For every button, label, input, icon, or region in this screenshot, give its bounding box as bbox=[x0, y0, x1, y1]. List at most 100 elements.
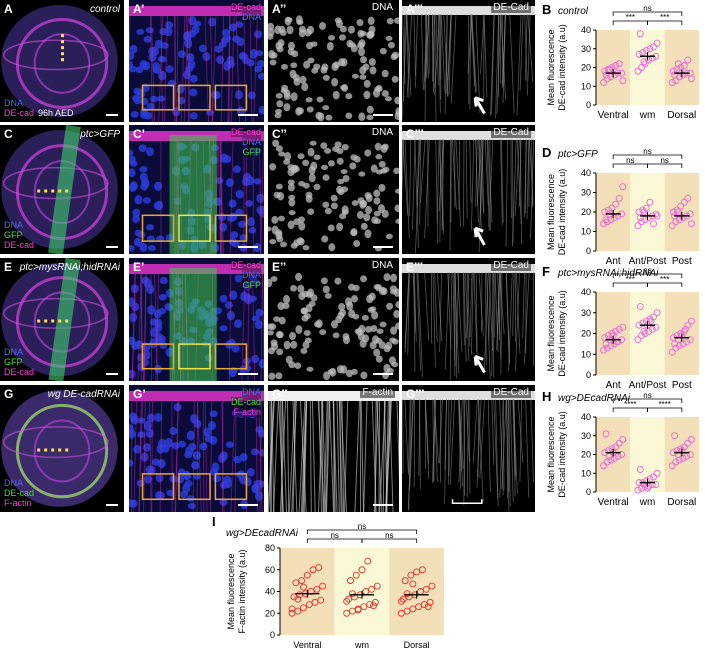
y-tick-label: 40 bbox=[581, 25, 591, 35]
panel-dna-1: C’’DNA bbox=[268, 125, 399, 254]
channel-label: DE-Cad bbox=[491, 127, 531, 138]
panel-label: E’’ bbox=[272, 260, 286, 274]
y-tick-label: 20 bbox=[581, 207, 591, 217]
channel-label: DE-cad bbox=[4, 367, 34, 377]
channel-label: F-actin bbox=[360, 387, 395, 398]
significance-label: ns bbox=[385, 531, 393, 540]
y-tick-label: 20 bbox=[265, 608, 275, 618]
micrograph-cad bbox=[402, 125, 535, 254]
panel-cad-1: C’’’ DE-Cad bbox=[402, 125, 535, 254]
x-tick-label: wm bbox=[354, 640, 369, 650]
panel-label: G’ bbox=[133, 387, 146, 401]
scale-bar bbox=[373, 504, 393, 506]
y-tick-label: 30 bbox=[581, 188, 591, 198]
y-tick-label: 0 bbox=[270, 630, 275, 640]
significance-label: ns bbox=[330, 531, 338, 540]
y-tick-label: 10 bbox=[581, 468, 591, 478]
y-tick-label: 20 bbox=[581, 63, 591, 73]
scale-bar bbox=[106, 373, 118, 375]
panel-label: C’’’ bbox=[406, 127, 424, 141]
y-tick-label: 20 bbox=[581, 329, 591, 339]
x-tick-label: Ventral bbox=[293, 640, 321, 650]
x-tick-label: Dorsal bbox=[667, 110, 696, 121]
significance-label: *** bbox=[626, 275, 635, 284]
genotype-label: ptc>GFP bbox=[80, 129, 120, 140]
y-axis-label: Mean fluorescenceDE-cad intensity (a.u) bbox=[546, 169, 567, 256]
panel-label: C’’ bbox=[272, 127, 287, 141]
micrograph-dna bbox=[268, 125, 399, 254]
scale-bar bbox=[238, 373, 258, 375]
significance-label: ns bbox=[643, 4, 651, 13]
channel-label: DE-Cad bbox=[491, 2, 531, 13]
y-tick-label: 40 bbox=[265, 587, 275, 597]
y-tick-label: 30 bbox=[581, 308, 591, 318]
y-tick-label: 0 bbox=[586, 246, 591, 256]
micrograph-cad bbox=[402, 258, 535, 381]
channel-label: DE-cad bbox=[4, 240, 34, 250]
x-tick-label: Dorsal bbox=[667, 497, 696, 508]
scale-bar bbox=[106, 504, 118, 506]
micrograph-dna bbox=[268, 0, 399, 122]
micrograph-dna bbox=[268, 385, 399, 512]
chart-panel-letter: I bbox=[212, 514, 216, 529]
panel-label: C’ bbox=[133, 127, 145, 141]
scale-bar bbox=[373, 114, 393, 116]
chart-title: ptc>GFP bbox=[557, 149, 598, 160]
channel-label: DE-cad bbox=[231, 397, 261, 407]
y-tick-label: 80 bbox=[265, 543, 275, 553]
y-axis-label: Mean fluorescenceDE-cad intensity (a.u) bbox=[546, 24, 567, 111]
y-axis-label: Mean fluorescenceF-actin intensity (a.u) bbox=[226, 549, 247, 633]
scale-bar bbox=[106, 114, 118, 116]
y-tick-label: 60 bbox=[265, 565, 275, 575]
panel-label: A’’ bbox=[272, 2, 286, 16]
scale-bar bbox=[106, 246, 118, 248]
y-tick-label: 30 bbox=[581, 431, 591, 441]
channel-label: DNA bbox=[242, 137, 261, 147]
significance-label: ns bbox=[643, 391, 651, 400]
channel-label: GFP bbox=[242, 147, 261, 157]
channel-label: DNA bbox=[4, 347, 23, 357]
channel-label: GFP bbox=[242, 280, 261, 290]
scale-bar bbox=[238, 246, 258, 248]
significance-label: *** bbox=[660, 13, 669, 22]
x-tick-label: Dorsal bbox=[404, 640, 430, 650]
micrograph-cad bbox=[402, 385, 535, 512]
scale-bar bbox=[238, 504, 258, 506]
significance-label: ns bbox=[643, 266, 651, 275]
panel-label: E’ bbox=[133, 260, 144, 274]
channel-label: DNA bbox=[4, 478, 23, 488]
channel-label: DE-cad bbox=[231, 127, 261, 137]
chart-title: control bbox=[558, 6, 589, 17]
panel-cad-0: A’’’DE-Cad bbox=[402, 0, 535, 122]
y-tick-label: 10 bbox=[581, 349, 591, 359]
scale-bar bbox=[238, 114, 258, 116]
significance-label: *** bbox=[660, 275, 669, 284]
y-axis-label: Mean fluorescenceDE-cad intensity (a.u) bbox=[546, 290, 567, 377]
channel-label: DE-Cad bbox=[491, 260, 531, 271]
scale-bar bbox=[373, 373, 393, 375]
panel-label: A bbox=[4, 2, 13, 16]
channel-label: DE-cad bbox=[4, 108, 34, 118]
chart-I: 0 20 40 60 80 Ventral wm Dorsal Mean fluorescenc… bbox=[210, 512, 450, 655]
panel-label: E bbox=[4, 260, 12, 274]
panel-dna-0: A’’DNA bbox=[268, 0, 399, 122]
channel-label: DNA bbox=[242, 270, 261, 280]
y-tick-label: 0 bbox=[586, 100, 591, 110]
x-tick-label: wm bbox=[639, 110, 656, 121]
channel-label: DE-cad bbox=[4, 488, 34, 498]
channel-label: DNA bbox=[242, 387, 261, 397]
micrograph-cad bbox=[402, 0, 535, 122]
